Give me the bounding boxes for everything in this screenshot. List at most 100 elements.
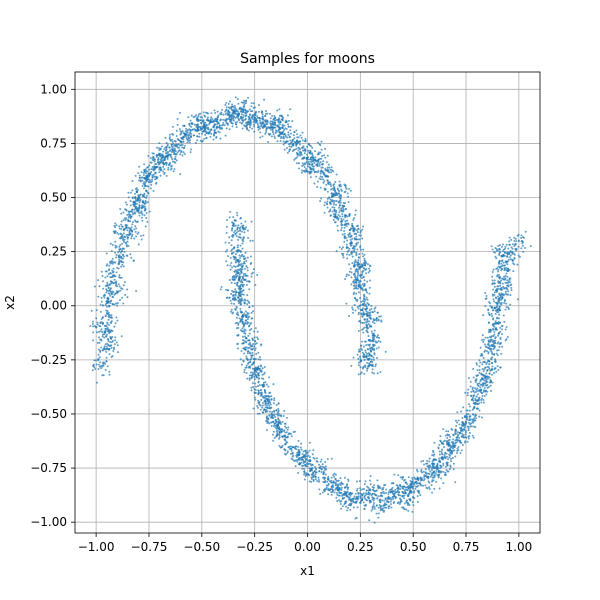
data-point <box>524 230 527 233</box>
data-point <box>119 248 122 251</box>
data-point <box>254 116 257 119</box>
data-point <box>105 324 108 327</box>
data-point <box>341 252 344 255</box>
data-point <box>498 321 501 324</box>
data-point <box>344 216 347 219</box>
data-point <box>113 346 116 349</box>
data-point <box>507 247 510 250</box>
data-point <box>202 126 205 129</box>
data-point <box>187 116 190 119</box>
data-point <box>424 484 427 487</box>
data-point <box>269 124 272 127</box>
data-point <box>232 251 235 254</box>
data-point <box>374 365 377 368</box>
data-point <box>210 112 213 115</box>
data-point <box>241 289 244 292</box>
data-point <box>244 115 247 118</box>
data-point <box>467 429 470 432</box>
data-point <box>343 235 346 238</box>
data-point <box>301 162 304 165</box>
data-point <box>319 178 322 181</box>
data-point <box>278 426 281 429</box>
data-point <box>348 270 351 273</box>
data-point <box>357 268 360 271</box>
data-point <box>251 351 254 354</box>
data-point <box>115 302 118 305</box>
data-point <box>204 121 207 124</box>
data-point <box>335 173 338 176</box>
data-point <box>254 340 257 343</box>
data-point <box>170 148 173 151</box>
data-point <box>169 149 172 152</box>
data-point <box>188 137 191 140</box>
data-point <box>240 363 243 366</box>
data-point <box>466 440 469 443</box>
data-point <box>109 262 112 265</box>
data-point <box>118 245 121 248</box>
data-point <box>470 390 473 393</box>
data-point <box>337 213 340 216</box>
data-point <box>431 453 434 456</box>
data-point <box>143 196 146 199</box>
data-point <box>160 145 163 148</box>
data-point <box>252 407 255 410</box>
data-point <box>104 314 107 317</box>
data-point <box>517 245 520 248</box>
data-point <box>254 113 257 116</box>
data-point <box>125 243 128 246</box>
data-point <box>234 224 237 227</box>
data-point <box>147 155 150 158</box>
data-point <box>464 433 467 436</box>
data-point <box>277 407 280 410</box>
data-point <box>218 126 221 129</box>
data-point <box>101 316 104 319</box>
data-point <box>173 139 176 142</box>
data-point <box>153 160 156 163</box>
data-point <box>488 336 491 339</box>
data-point <box>241 283 244 286</box>
data-point <box>166 143 169 146</box>
data-point <box>113 278 116 281</box>
data-point <box>131 233 134 236</box>
data-point <box>496 295 499 298</box>
data-point <box>493 291 496 294</box>
data-point <box>363 267 366 270</box>
data-point <box>361 367 364 370</box>
data-point <box>257 110 260 113</box>
data-point <box>255 391 258 394</box>
data-point <box>383 492 386 495</box>
data-point <box>262 127 265 130</box>
data-point <box>111 295 114 298</box>
data-point <box>335 491 338 494</box>
data-point <box>350 224 353 227</box>
data-point <box>268 112 271 115</box>
data-point <box>363 321 366 324</box>
data-point <box>131 210 134 213</box>
data-point <box>311 467 314 470</box>
data-point <box>241 335 244 338</box>
data-point <box>350 244 353 247</box>
data-point <box>460 449 463 452</box>
data-point <box>514 237 517 240</box>
data-point <box>373 352 376 355</box>
data-point <box>467 437 470 440</box>
data-point <box>244 310 247 313</box>
data-point <box>175 145 178 148</box>
data-point <box>496 349 499 352</box>
data-point <box>318 463 321 466</box>
data-point <box>323 201 326 204</box>
data-point <box>159 168 162 171</box>
data-point <box>312 478 315 481</box>
data-point <box>332 193 335 196</box>
data-point <box>189 148 192 151</box>
data-point <box>371 492 374 495</box>
data-point <box>122 302 125 305</box>
data-point <box>165 146 168 149</box>
data-point <box>353 232 356 235</box>
data-point <box>475 378 478 381</box>
data-point <box>461 417 464 420</box>
data-point <box>351 262 354 265</box>
data-point <box>209 118 212 121</box>
data-point <box>299 154 302 157</box>
data-point <box>99 303 102 306</box>
